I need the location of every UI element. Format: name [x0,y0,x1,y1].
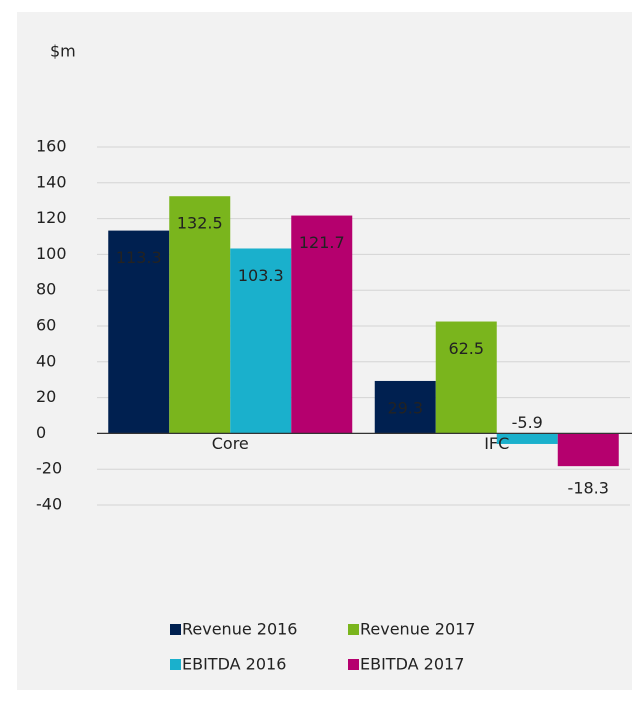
legend-swatch [170,659,181,670]
y-tick-label: 80 [36,280,56,299]
data-label: 62.5 [448,339,484,358]
x-tick-label: IFC [484,434,509,453]
data-label: -5.9 [512,413,543,432]
y-tick-label: -20 [36,459,62,478]
y-tick-label: 160 [36,137,67,156]
y-tick-label: 140 [36,172,67,191]
y-tick-label: 0 [36,423,46,442]
legend-label: Revenue 2017 [360,620,475,639]
y-tick-label: 40 [36,351,56,370]
data-label: 132.5 [177,214,223,233]
data-label: 113.3 [116,248,162,267]
data-label: 121.7 [299,233,345,252]
y-tick-label: 100 [36,244,67,263]
y-tick-label: 120 [36,208,67,227]
legend-swatch [170,624,181,635]
legend-swatch [348,624,359,635]
legend-label: EBITDA 2017 [360,655,464,674]
bar [557,433,619,467]
data-label: -18.3 [568,479,609,498]
y-tick-label: 60 [36,316,56,335]
y-axis-label: $m [50,42,76,61]
bar [435,321,497,434]
legend-swatch [348,659,359,670]
bar [374,380,436,434]
bar [496,433,558,444]
data-label: 103.3 [238,266,284,285]
y-tick-label: -40 [36,495,62,514]
data-label: 29.3 [387,398,423,417]
x-tick-label: Core [212,434,249,453]
bar [291,215,353,434]
bar [169,196,231,434]
y-tick-label: 20 [36,387,56,406]
legend-label: Revenue 2016 [182,620,297,639]
bar [230,248,292,434]
legend-label: EBITDA 2016 [182,655,286,674]
bar [108,230,170,434]
